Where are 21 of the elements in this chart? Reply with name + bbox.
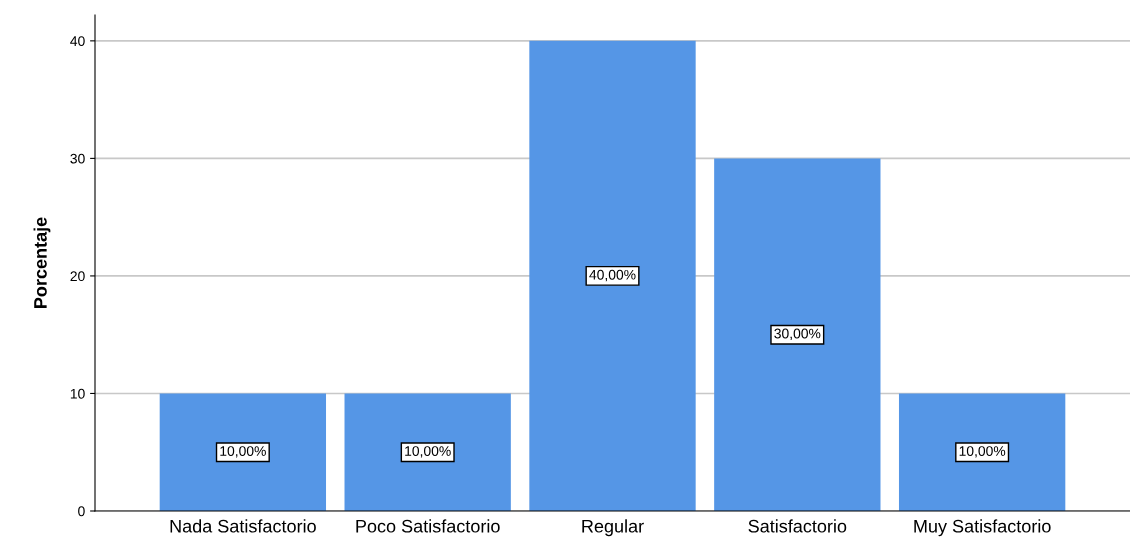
bar [159, 393, 327, 511]
y-tick-label: 20 [70, 271, 85, 282]
bar [529, 40, 696, 511]
data-label: 10,00% [959, 446, 1006, 458]
x-tick-label: Nada Satisfactorio [170, 519, 316, 533]
data-label: 10,00% [220, 446, 266, 458]
y-tick-label: 10 [70, 388, 85, 399]
x-tick-label: Poco Satisfactorio [356, 519, 500, 533]
x-tick-label: Muy Satisfactorio [914, 519, 1051, 537]
data-label: 30,00% [774, 328, 821, 341]
bar [898, 393, 1066, 511]
data-label: 10,00% [405, 446, 451, 458]
y-tick-label: 30 [70, 153, 85, 164]
y-axis-title: Porcentaje [33, 217, 51, 308]
x-tick-label: Regular [582, 519, 644, 537]
y-tick-label: 40 [70, 36, 85, 47]
y-tick-label: 0 [78, 506, 85, 517]
x-tick-label: Satisfactorio [748, 519, 847, 533]
bar [344, 393, 511, 511]
data-label: 40,00% [589, 269, 636, 282]
bar [714, 158, 881, 511]
